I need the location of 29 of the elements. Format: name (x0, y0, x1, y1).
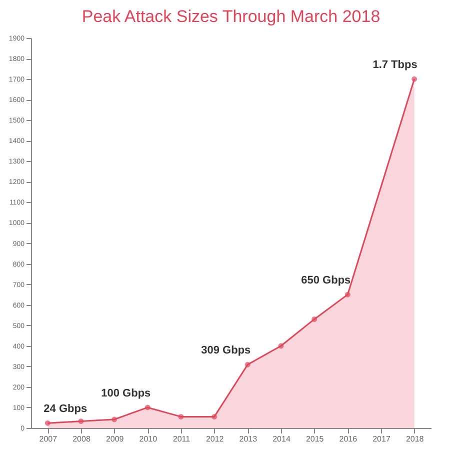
x-tick-label: 2011 (172, 434, 191, 444)
annotation: 650 Gbps (301, 274, 351, 287)
point (212, 414, 218, 420)
point (178, 414, 184, 420)
x-tick-label: 2015 (306, 434, 324, 444)
x-tick-label: 2010 (139, 434, 158, 444)
x-tick-label: 2007 (39, 434, 58, 444)
x-tick-label: 2014 (272, 434, 291, 444)
annotation: 24 Gbps (44, 403, 88, 416)
x-tick-label: 2016 (339, 434, 358, 444)
chart-title: Peak Attack Sizes Through March 2018 (82, 7, 380, 26)
point (44, 420, 50, 426)
point (144, 404, 150, 410)
annotation: 100 Gbps (101, 387, 151, 400)
annotation: 309 Gbps (201, 344, 251, 357)
x-tick-label: 2017 (372, 434, 391, 444)
point (344, 292, 350, 298)
x-tick-label: 2018 (406, 434, 424, 444)
point (244, 362, 250, 368)
point (312, 316, 318, 322)
point (112, 416, 118, 422)
point (78, 418, 84, 424)
x-tick-label: 2012 (206, 434, 224, 444)
point (278, 343, 284, 349)
annotation: 1.7 Tbps (372, 59, 418, 72)
x-tick-label: 2009 (106, 434, 124, 444)
point (412, 76, 418, 82)
x-tick-label: 2013 (239, 434, 258, 444)
x-tick-label: 2008 (72, 434, 91, 444)
